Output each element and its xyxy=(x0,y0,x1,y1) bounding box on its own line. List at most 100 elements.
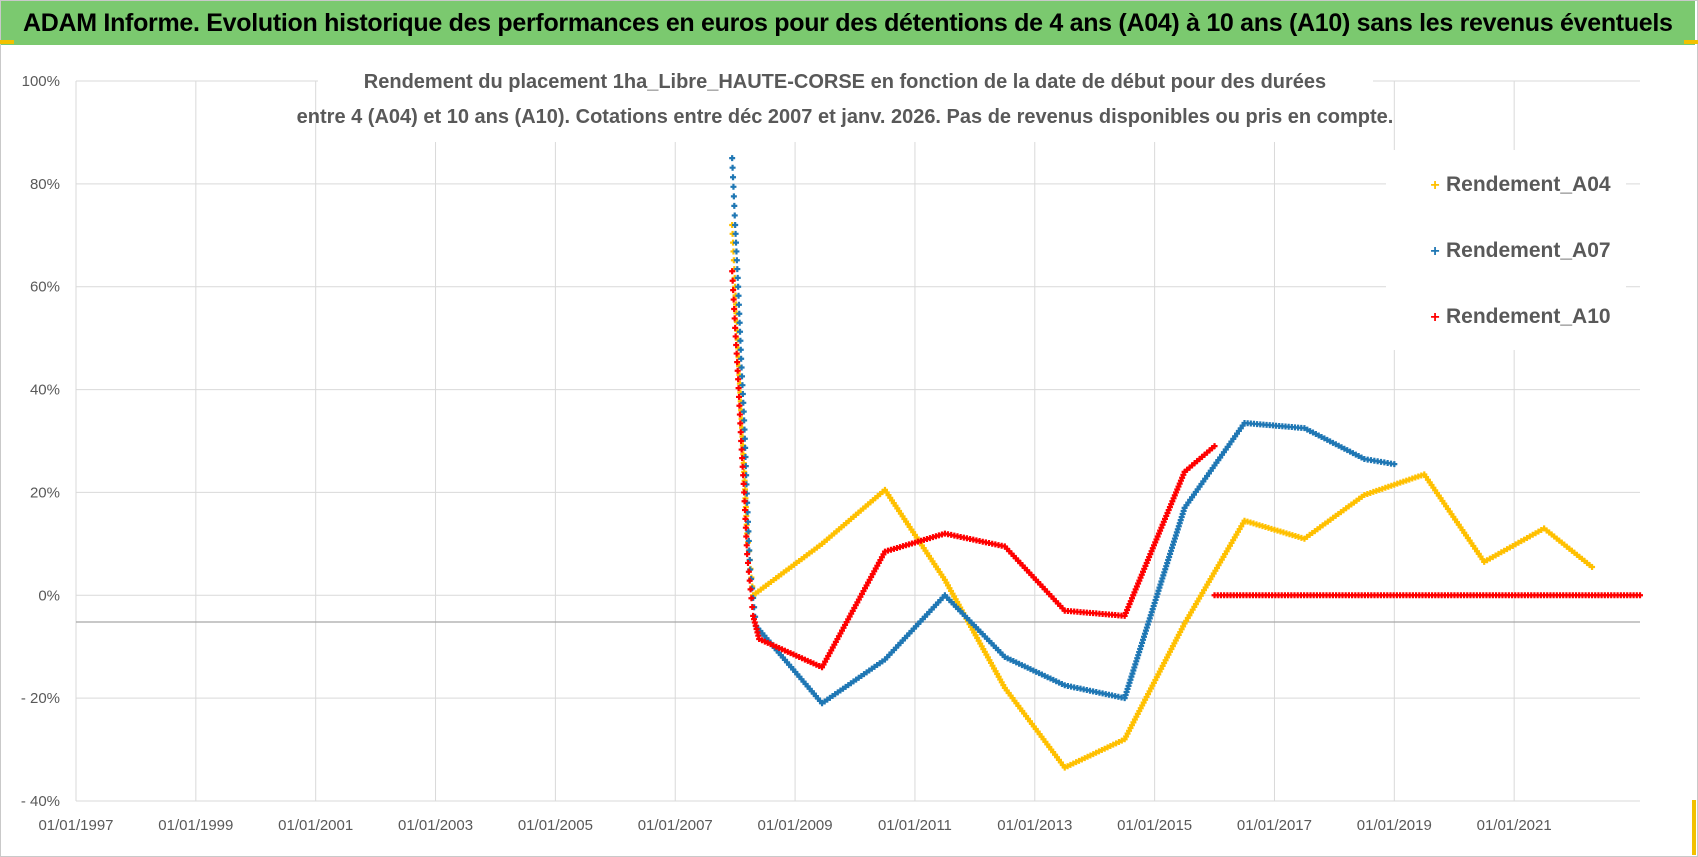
data-point xyxy=(739,382,746,389)
data-point xyxy=(746,547,753,554)
data-point xyxy=(732,333,739,340)
legend-marker-a10: + xyxy=(1430,309,1439,326)
data-point xyxy=(1589,564,1596,570)
x-tick-label: 01/01/2007 xyxy=(638,817,713,834)
data-point xyxy=(742,515,749,522)
data-point xyxy=(729,164,736,171)
data-point xyxy=(1391,461,1398,468)
data-point xyxy=(737,420,744,427)
data-point xyxy=(744,551,751,558)
data-point xyxy=(741,426,748,433)
data-point xyxy=(733,248,740,255)
data-point xyxy=(749,604,756,611)
data-point xyxy=(730,296,737,303)
data-point xyxy=(739,390,746,397)
data-point xyxy=(746,577,753,584)
data-point xyxy=(742,454,749,460)
data-point xyxy=(740,472,747,479)
data-point xyxy=(733,257,740,264)
data-point xyxy=(730,174,737,181)
x-tick-label: 01/01/2009 xyxy=(758,817,833,834)
series-rendement-a10-3 xyxy=(1211,592,1643,599)
data-point xyxy=(736,393,743,400)
legend: + Rendement_A04 + Rendement_A07 + Rendem… xyxy=(1386,150,1626,350)
x-tick-label: 01/01/2003 xyxy=(398,817,473,834)
data-point xyxy=(742,444,749,451)
x-tick-label: 01/01/2019 xyxy=(1357,817,1432,834)
y-tick-label: 0% xyxy=(38,587,60,604)
data-point xyxy=(730,183,737,190)
y-tick-label: 100% xyxy=(22,73,60,90)
data-point xyxy=(738,364,745,371)
data-point xyxy=(736,402,743,409)
data-point xyxy=(735,376,742,383)
data-point xyxy=(741,489,748,496)
data-point xyxy=(729,155,736,162)
data-point xyxy=(732,230,739,237)
data-point xyxy=(741,417,748,424)
y-tick-label: 40% xyxy=(30,382,60,399)
data-point xyxy=(738,438,745,444)
legend-item-a10: + Rendement_A10 xyxy=(1430,305,1610,328)
data-point xyxy=(739,455,746,462)
chart-title-line-2: entre 4 (A04) et 10 ans (A10). Cotations… xyxy=(297,106,1394,128)
data-point xyxy=(743,533,750,540)
x-tick-label: 01/01/1997 xyxy=(38,817,113,834)
x-tick-label: 01/01/1999 xyxy=(158,817,233,834)
x-tick-label: 01/01/2021 xyxy=(1477,817,1552,834)
data-point xyxy=(740,399,747,406)
series-rendement-a04-0 xyxy=(729,222,1596,771)
data-point xyxy=(729,268,736,275)
data-point xyxy=(733,342,740,348)
data-point xyxy=(744,559,751,566)
x-tick-label: 01/01/2017 xyxy=(1237,817,1312,834)
data-point xyxy=(738,446,745,453)
data-point xyxy=(737,346,744,353)
data-point xyxy=(740,480,747,487)
data-point xyxy=(1211,443,1218,450)
corner-mark-top-right xyxy=(1684,40,1698,44)
data-point xyxy=(730,193,737,200)
data-point xyxy=(745,537,752,544)
data-point xyxy=(731,202,738,209)
data-point xyxy=(737,337,744,344)
data-point xyxy=(737,429,744,436)
y-tick-label: 80% xyxy=(30,176,60,193)
data-point xyxy=(743,542,750,549)
data-point xyxy=(732,222,739,228)
data-point xyxy=(1637,592,1643,599)
data-point xyxy=(745,568,752,575)
data-point xyxy=(731,306,738,312)
data-point xyxy=(733,350,740,357)
legend-marker-a07: + xyxy=(1430,243,1439,260)
legend-label-a04: Rendement_A04 xyxy=(1446,173,1611,196)
data-point xyxy=(735,292,742,299)
series-layer xyxy=(729,155,1643,771)
data-point xyxy=(736,411,743,418)
data-point xyxy=(742,507,749,514)
series-rendement-a07-1 xyxy=(729,155,1398,707)
banner-title: ADAM Informe. Evolution historique des p… xyxy=(23,9,1673,37)
data-point xyxy=(741,498,748,505)
legend-label-a07: Rendement_A07 xyxy=(1446,239,1611,262)
data-point xyxy=(734,359,741,366)
header-banner: ADAM Informe. Evolution historique des p… xyxy=(1,1,1695,45)
x-tick-label: 01/01/2001 xyxy=(278,817,353,834)
data-point xyxy=(735,283,742,290)
y-tick-label: - 20% xyxy=(21,690,60,707)
data-point xyxy=(731,315,738,322)
x-tick-label: 01/01/2015 xyxy=(1117,817,1192,834)
data-point xyxy=(731,212,738,219)
corner-mark-bottom-right xyxy=(1692,800,1696,855)
chart-title: Rendement du placement 1ha_Libre_HAUTE-C… xyxy=(297,66,1394,142)
data-point xyxy=(739,373,746,380)
data-point xyxy=(738,355,745,362)
data-point xyxy=(741,435,748,442)
data-point xyxy=(737,328,744,335)
data-point xyxy=(732,324,739,331)
legend-background xyxy=(1386,150,1626,350)
data-point xyxy=(734,266,741,273)
data-point xyxy=(730,287,737,294)
